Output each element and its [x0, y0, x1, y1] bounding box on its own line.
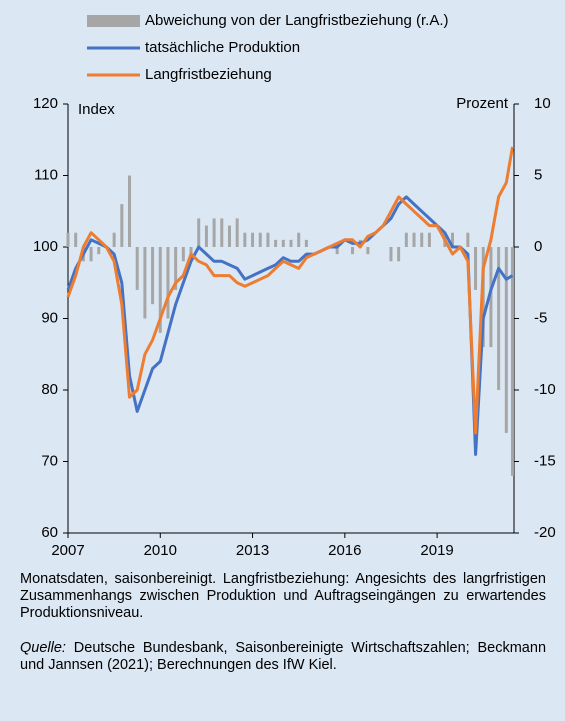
y2-tick-label: -10: [534, 381, 556, 398]
bar: [281, 239, 285, 247]
bar: [120, 204, 124, 247]
bar: [404, 232, 408, 247]
bar: [197, 218, 201, 247]
bar: [158, 247, 162, 333]
x-tick-label: 2016: [328, 542, 361, 559]
bar: [128, 175, 132, 247]
y-tick-label: 120: [33, 95, 58, 112]
y2-tick-label: 0: [534, 238, 542, 255]
bar: [112, 232, 116, 247]
bar: [489, 247, 493, 348]
x-tick-label: 2019: [420, 542, 453, 559]
bar: [227, 225, 231, 247]
bar: [251, 232, 255, 247]
bar: [204, 225, 208, 247]
y2-tick-label: 5: [534, 166, 542, 183]
y2-tick-label: -5: [534, 309, 547, 326]
bar: [151, 247, 155, 305]
x-tick-label: 2013: [236, 542, 269, 559]
chart: Index Prozent 60708090100110120-20-15-10…: [33, 12, 556, 559]
bar: [174, 247, 178, 290]
bar: [143, 247, 147, 319]
bar: [289, 239, 293, 247]
bar: [427, 232, 431, 247]
x-tick-label: 2010: [144, 542, 177, 559]
bar: [504, 247, 508, 433]
bar: [135, 247, 139, 290]
y-axis-label: Index: [78, 101, 115, 118]
bar: [304, 239, 308, 247]
bar: [74, 232, 78, 247]
x-tick-label: 2007: [51, 542, 84, 559]
y-tick-label: 110: [34, 166, 58, 183]
y-tick-label: 100: [33, 238, 58, 255]
legend-label: Langfristbeziehung: [145, 66, 272, 83]
bar: [389, 247, 393, 262]
bar: [397, 247, 401, 262]
bar: [450, 232, 454, 247]
bar: [181, 247, 185, 262]
bar: [266, 232, 270, 247]
y2-tick-label: -20: [534, 524, 556, 541]
legend-label: Abweichung von der Langfristbeziehung (r…: [145, 12, 449, 29]
line: [66, 146, 514, 435]
line: [66, 195, 514, 456]
legend-swatch: [87, 15, 140, 27]
bar: [220, 218, 224, 247]
bar: [497, 247, 501, 390]
bar: [420, 232, 424, 247]
source: Quelle: Deutsche Bundesbank, Saisonberei…: [20, 640, 546, 674]
bar: [166, 247, 170, 319]
y-tick-label: 90: [41, 309, 58, 326]
source-text: Deutsche Bundesbank, Saisonbereinigte Wi…: [20, 640, 547, 673]
bar: [510, 247, 514, 476]
bar: [97, 247, 101, 255]
source-label: Quelle:: [20, 640, 66, 656]
bar: [466, 232, 470, 247]
y-tick-label: 60: [41, 524, 58, 541]
notes: Monatsdaten, saisonbereinigt. Langfristb…: [20, 571, 546, 621]
y2-tick-label: -15: [534, 452, 556, 469]
bar: [235, 218, 239, 247]
y2-axis-label: Prozent: [456, 95, 509, 112]
bar: [89, 247, 93, 262]
bar: [351, 247, 355, 255]
bar: [297, 232, 301, 247]
bar: [66, 232, 70, 247]
y-tick-label: 70: [41, 452, 58, 469]
legend-label: tatsächliche Produktion: [145, 39, 300, 56]
bar: [274, 239, 278, 247]
bar: [258, 232, 262, 247]
bar: [335, 247, 339, 255]
bar: [212, 218, 216, 247]
bar: [474, 247, 478, 290]
y2-tick-label: 10: [534, 95, 551, 112]
bar: [366, 247, 370, 255]
bar: [412, 232, 416, 247]
bar: [243, 232, 247, 247]
y-tick-label: 80: [41, 381, 58, 398]
